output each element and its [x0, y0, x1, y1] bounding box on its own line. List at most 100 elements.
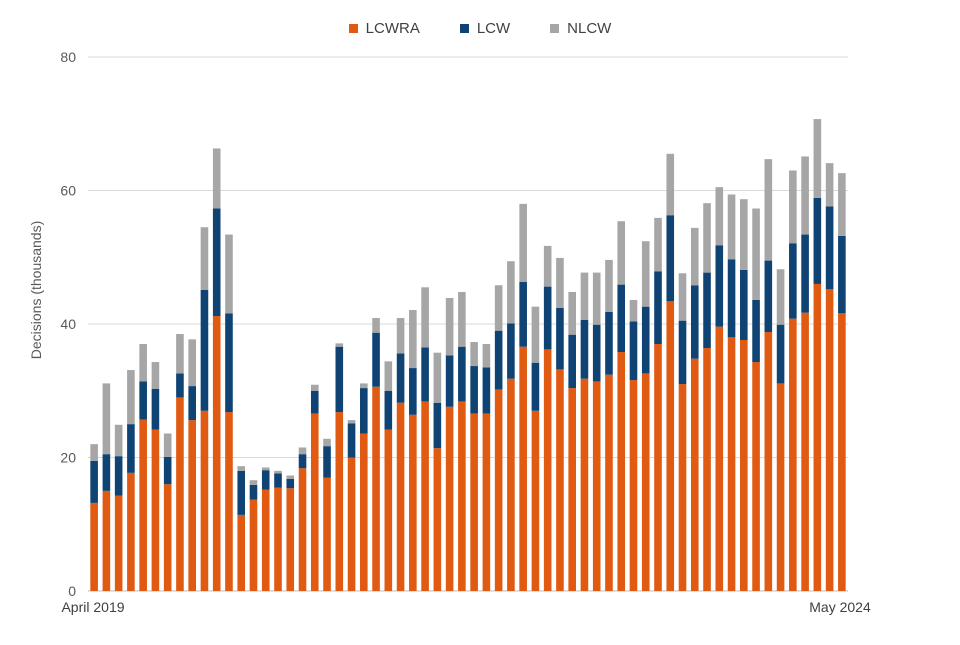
- bar-lcwra-6: [163, 484, 172, 591]
- bar-lcw-42: [605, 311, 613, 375]
- bar-nlcw-58: [801, 156, 809, 235]
- bar-lcwra-56: [776, 383, 785, 591]
- bar-lcwra-57: [789, 318, 797, 591]
- bar-lcw-28: [433, 402, 442, 449]
- bar-lcw-45: [641, 306, 650, 374]
- bar-lcw-50: [703, 272, 711, 349]
- bar-lcw-34: [507, 323, 515, 379]
- bar-lcwra-25: [396, 402, 405, 591]
- bar-lcwra-37: [543, 349, 552, 591]
- bar-lcwra-34: [507, 378, 515, 591]
- bar-lcwra-13: [249, 499, 258, 591]
- bar-lcw-12: [237, 470, 246, 515]
- bar-lcwra-16: [286, 488, 295, 591]
- legend-label-lcwra: LCWRA: [365, 20, 420, 37]
- bar-lcw-56: [776, 324, 785, 384]
- bar-lcw-43: [617, 284, 626, 353]
- x-axis-start-label: April 2019: [61, 599, 124, 615]
- bar-nlcw-2: [114, 424, 123, 457]
- bar-nlcw-0: [90, 444, 98, 461]
- bar-lcwra-4: [139, 419, 147, 591]
- bar-lcwra-31: [470, 413, 478, 591]
- bar-nlcw-55: [764, 159, 773, 261]
- bar-lcwra-33: [494, 389, 503, 591]
- bar-lcwra-32: [482, 413, 491, 591]
- bar-nlcw-18: [310, 384, 319, 391]
- bar-lcwra-35: [519, 346, 527, 591]
- bar-lcwra-39: [568, 388, 576, 591]
- bar-nlcw-44: [629, 299, 638, 322]
- bar-lcwra-0: [90, 502, 98, 591]
- bar-nlcw-51: [715, 187, 724, 246]
- bar-lcwra-11: [225, 412, 233, 591]
- bar-nlcw-59: [813, 119, 822, 198]
- bar-lcwra-28: [433, 448, 442, 591]
- bar-lcw-14: [261, 470, 270, 490]
- bar-lcwra-40: [580, 378, 589, 591]
- bar-nlcw-17: [298, 447, 307, 455]
- bar-lcwra-2: [114, 495, 123, 591]
- bar-nlcw-37: [543, 245, 552, 287]
- bar-nlcw-4: [139, 344, 147, 382]
- bar-lcw-57: [789, 243, 797, 319]
- bar-nlcw-42: [605, 259, 613, 312]
- bar-nlcw-1: [102, 383, 111, 455]
- bar-lcw-2: [114, 456, 123, 496]
- bar-nlcw-46: [654, 217, 662, 272]
- bar-lcwra-20: [335, 412, 344, 591]
- bar-nlcw-28: [433, 352, 442, 403]
- bar-lcw-26: [409, 368, 417, 415]
- bar-lcwra-9: [200, 410, 209, 591]
- bar-lcwra-43: [617, 352, 626, 591]
- bar-lcwra-23: [372, 386, 380, 591]
- bar-lcw-36: [531, 362, 540, 411]
- bar-lcw-9: [200, 289, 209, 411]
- bar-lcw-31: [470, 366, 478, 414]
- legend-item-nlcw: NLCW: [550, 20, 611, 37]
- bar-lcwra-49: [690, 358, 699, 591]
- bar-lcwra-12: [237, 514, 246, 591]
- bar-lcwra-52: [727, 337, 736, 591]
- legend-item-lcwra: LCWRA: [348, 20, 420, 37]
- bar-lcw-24: [384, 390, 393, 430]
- bar-lcw-29: [445, 355, 454, 407]
- bar-lcw-55: [764, 260, 773, 333]
- bar-lcwra-8: [188, 420, 196, 591]
- bar-lcwra-30: [458, 401, 466, 591]
- bar-lcw-21: [347, 423, 356, 458]
- bar-nlcw-56: [776, 269, 785, 325]
- bar-lcw-22: [360, 388, 368, 434]
- bar-nlcw-16: [286, 475, 295, 479]
- bar-lcw-51: [715, 245, 724, 327]
- bar-lcwra-10: [212, 315, 221, 591]
- y-axis-label: Decisions (thousands): [28, 221, 44, 360]
- bar-nlcw-48: [678, 273, 687, 321]
- bar-lcw-1: [102, 454, 111, 491]
- bar-lcwra-7: [176, 397, 184, 591]
- bar-lcw-39: [568, 334, 576, 389]
- bar-nlcw-54: [752, 208, 760, 300]
- bar-nlcw-32: [482, 344, 491, 368]
- bar-lcw-41: [592, 324, 601, 382]
- bar-lcw-59: [813, 197, 822, 284]
- bar-lcw-8: [188, 386, 196, 421]
- bar-lcw-19: [323, 446, 331, 478]
- bar-lcwra-18: [310, 413, 319, 591]
- bar-lcwra-21: [347, 457, 356, 591]
- bar-nlcw-36: [531, 306, 540, 363]
- bar-lcw-30: [458, 346, 466, 402]
- x-axis-end-label: May 2024: [809, 599, 871, 615]
- bar-nlcw-33: [494, 285, 503, 331]
- bar-nlcw-22: [360, 383, 368, 389]
- bar-lcwra-3: [127, 472, 135, 591]
- bar-nlcw-11: [225, 234, 233, 314]
- bar-lcwra-60: [825, 289, 834, 591]
- bar-nlcw-20: [335, 343, 344, 347]
- bar-nlcw-40: [580, 272, 589, 320]
- bar-nlcw-7: [176, 334, 184, 374]
- legend: LCWRA LCW NLCW: [0, 20, 960, 37]
- bar-lcwra-48: [678, 384, 687, 591]
- bar-lcw-46: [654, 271, 662, 345]
- y-axis-ticks: 0 20 40 60 80: [60, 49, 76, 599]
